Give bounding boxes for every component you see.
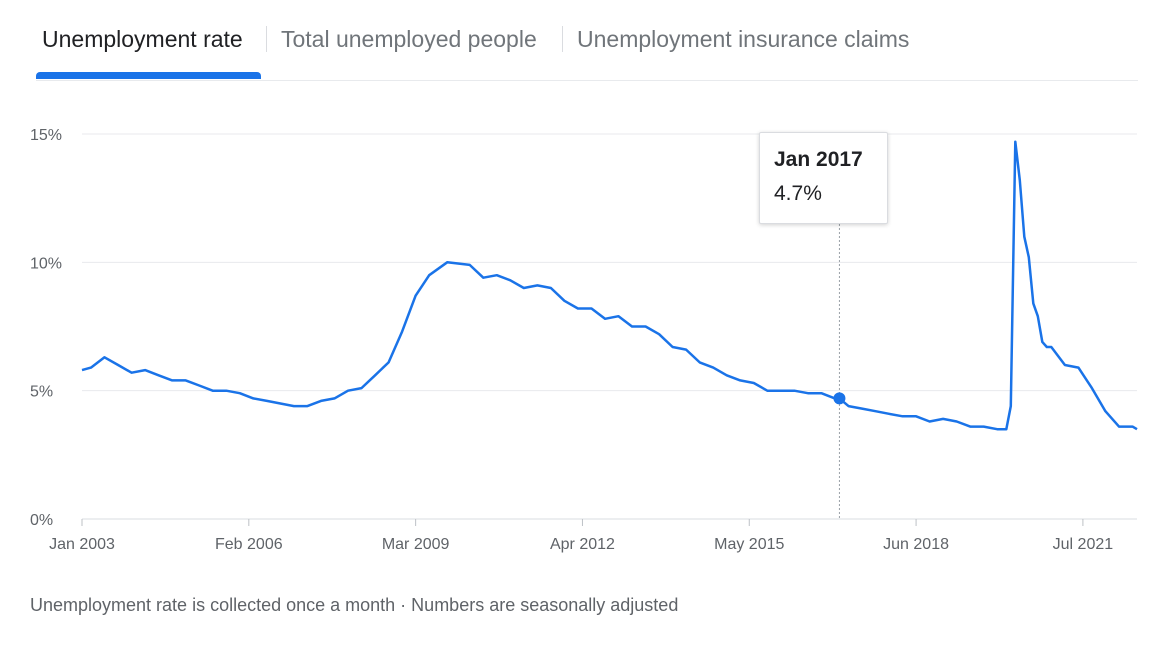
x-tick-label: Mar 2009 [382,536,450,553]
y-tick-label: 10% [30,255,62,272]
y-axis-tick-labels: 0% 5% 10% 15% [30,127,62,529]
x-tick-label: Feb 2006 [215,536,283,553]
grid-lines [82,133,1137,520]
y-tick-label: 15% [30,127,62,144]
series-line-unemployment-rate[interactable] [81,140,1138,431]
tab-bar: Unemployment rate Total unemployed peopl… [36,0,1138,81]
x-tick-label: Jun 2018 [883,536,949,553]
x-tick-label: Apr 2012 [550,536,615,553]
y-tick-label: 5% [30,384,53,401]
tab-unemployment-insurance-claims[interactable]: Unemployment insurance claims [577,26,910,52]
y-tick-label: 0% [30,512,53,529]
tooltip-value: 4.7% [774,182,822,205]
tab-separator [562,26,563,52]
tooltip-date: Jan 2017 [774,148,863,171]
tab-unemployment-rate[interactable]: Unemployment rate [42,26,243,52]
x-tick-label: Jul 2021 [1053,536,1114,553]
highlight-point[interactable] [833,392,846,405]
active-tab-indicator [36,72,261,79]
footnote: Unemployment rate is collected once a mo… [30,595,679,615]
tab-separator [266,26,267,52]
x-tick-label: Jan 2003 [49,536,115,553]
unemployment-rate-chart[interactable]: 0% 5% 10% 15% Jan 2003 Feb 2006 Mar 2009 Apr 2… [0,80,1168,580]
tooltip: Jan 2017 4.7% [759,132,888,224]
x-tick-label: May 2015 [714,536,784,553]
tab-total-unemployed-people[interactable]: Total unemployed people [281,26,537,52]
x-axis-tick-labels: Jan 2003 Feb 2006 Mar 2009 Apr 2012 May 2015… [49,519,1113,553]
